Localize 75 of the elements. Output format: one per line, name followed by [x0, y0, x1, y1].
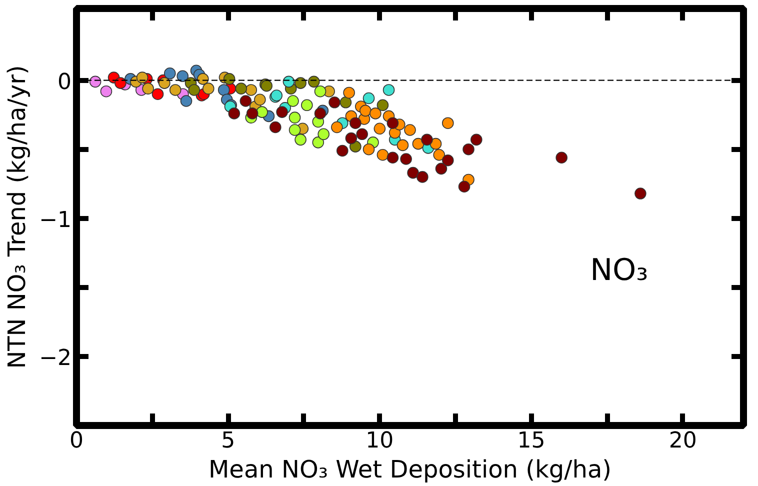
point: [164, 68, 176, 80]
point: [100, 85, 112, 98]
point: [345, 132, 358, 144]
point: [400, 153, 412, 165]
x-tick-label: 10: [366, 428, 394, 454]
y-tick-label: 0: [58, 70, 72, 95]
point: [180, 95, 192, 107]
point: [256, 106, 268, 118]
point: [376, 148, 389, 161]
point: [240, 95, 252, 107]
point: [142, 82, 154, 94]
point: [360, 104, 372, 117]
point: [269, 121, 282, 134]
point: [288, 112, 301, 124]
point: [396, 139, 409, 152]
point: [245, 84, 258, 96]
point: [404, 124, 416, 136]
point: [430, 138, 442, 150]
point: [294, 134, 306, 146]
point: [188, 84, 200, 96]
point: [169, 84, 182, 96]
point: [202, 82, 214, 94]
point: [412, 138, 424, 150]
x-tick-label: 15: [517, 428, 546, 454]
point: [176, 70, 189, 82]
point: [218, 84, 230, 96]
x-tick-label: 20: [668, 428, 697, 454]
point: [386, 152, 399, 164]
point: [356, 128, 368, 140]
point: [362, 92, 375, 104]
y-tick-label: −1: [39, 208, 72, 233]
y-axis-title: NTN NO₃ Trend (kg/ha/yr): [3, 65, 32, 369]
point: [235, 82, 248, 94]
x-axis-title: Mean NO₃ Wet Deposition (kg/ha): [208, 456, 612, 484]
point: [136, 72, 148, 84]
point: [318, 128, 330, 140]
point: [350, 117, 362, 129]
point: [152, 88, 164, 100]
point: [301, 99, 313, 112]
point: [435, 162, 448, 175]
point: [442, 117, 454, 129]
point: [442, 154, 454, 166]
point: [470, 134, 482, 146]
point: [374, 122, 386, 135]
point: [433, 148, 446, 161]
point: [416, 171, 428, 183]
point: [336, 144, 348, 157]
point: [634, 188, 646, 200]
point: [331, 121, 343, 134]
point: [421, 134, 433, 146]
point: [458, 180, 470, 193]
y-tick-label: −2: [39, 346, 72, 371]
point: [287, 95, 299, 107]
point: [308, 76, 320, 88]
point: [556, 152, 568, 164]
point: [246, 108, 258, 120]
point: [386, 117, 399, 129]
point: [462, 143, 474, 156]
point: [312, 136, 324, 148]
point: [288, 124, 301, 136]
point: [376, 99, 389, 112]
point: [340, 96, 352, 108]
annotation: NO₃: [590, 252, 648, 288]
point: [343, 86, 355, 99]
point: [314, 85, 326, 98]
point: [276, 106, 288, 118]
point: [328, 96, 340, 108]
point: [254, 94, 266, 106]
point: [382, 84, 395, 96]
point: [362, 143, 375, 156]
point: [228, 108, 240, 120]
point: [407, 166, 419, 179]
x-tick-label: 5: [221, 428, 236, 454]
point: [370, 108, 382, 120]
point: [314, 108, 326, 120]
